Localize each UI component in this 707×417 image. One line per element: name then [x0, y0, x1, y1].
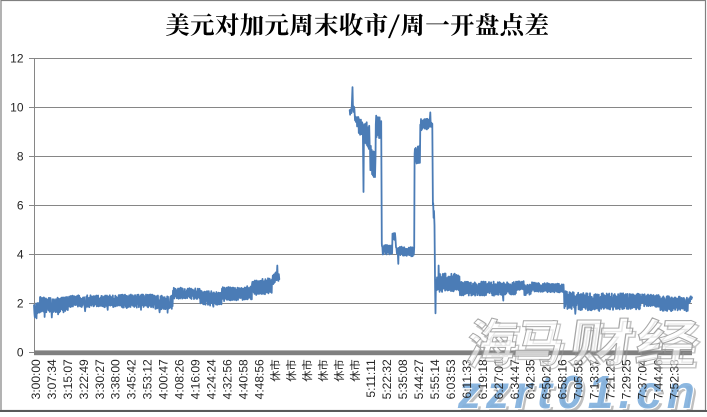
svg-text:3:30:27: 3:30:27 — [93, 359, 107, 399]
svg-text:6: 6 — [17, 199, 24, 213]
svg-text:3:53:12: 3:53:12 — [141, 359, 155, 399]
svg-text:5:22:32: 5:22:32 — [380, 359, 394, 399]
svg-text:5:44:27: 5:44:27 — [412, 359, 426, 399]
svg-text:3:45:42: 3:45:42 — [125, 359, 139, 399]
svg-text:4: 4 — [17, 248, 24, 262]
svg-text:7:37:04: 7:37:04 — [635, 359, 649, 399]
svg-text:6:58:16: 6:58:16 — [556, 359, 570, 399]
svg-text:5:11:11: 5:11:11 — [364, 359, 378, 398]
svg-text:4:48:56: 4:48:56 — [252, 359, 266, 399]
svg-text:6:11:33: 6:11:33 — [460, 359, 474, 398]
svg-text:7:44:46: 7:44:46 — [651, 359, 665, 399]
svg-text:0: 0 — [17, 346, 24, 360]
svg-text:4:40:58: 4:40:58 — [236, 359, 250, 399]
svg-text:zzrt01.cn: zzrt01.cn — [457, 366, 700, 412]
svg-text:4:16:09: 4:16:09 — [189, 359, 203, 399]
svg-text:5:35:08: 5:35:08 — [396, 359, 410, 399]
svg-text:5:55:14: 5:55:14 — [428, 359, 442, 399]
svg-text:3:22:49: 3:22:49 — [77, 359, 91, 399]
svg-text:3:07:34: 3:07:34 — [45, 359, 59, 399]
svg-text:3:00:00: 3:00:00 — [29, 359, 43, 399]
svg-text:3:15:07: 3:15:07 — [61, 359, 75, 399]
svg-text:6:42:35: 6:42:35 — [524, 359, 538, 399]
svg-text:6:34:47: 6:34:47 — [508, 359, 522, 399]
svg-text:3:38:00: 3:38:00 — [109, 359, 123, 399]
svg-text:6:03:53: 6:03:53 — [444, 359, 458, 399]
svg-text:8: 8 — [17, 150, 24, 164]
svg-text:7:13:37: 7:13:37 — [588, 359, 602, 399]
svg-text:7:29:25: 7:29:25 — [620, 359, 634, 399]
svg-text:6:19:18: 6:19:18 — [476, 359, 490, 399]
svg-text:4:00:47: 4:00:47 — [157, 359, 171, 399]
svg-text:10: 10 — [10, 101, 24, 115]
svg-text:2: 2 — [17, 297, 24, 311]
svg-text:7:52:33: 7:52:33 — [667, 359, 681, 399]
svg-text:4:08:26: 4:08:26 — [173, 359, 187, 399]
svg-text:4:24:24: 4:24:24 — [204, 359, 218, 399]
svg-text:4:32:56: 4:32:56 — [220, 359, 234, 399]
svg-text:zzrt01.cn: zzrt01.cn — [460, 369, 703, 412]
svg-text:12: 12 — [10, 52, 24, 66]
